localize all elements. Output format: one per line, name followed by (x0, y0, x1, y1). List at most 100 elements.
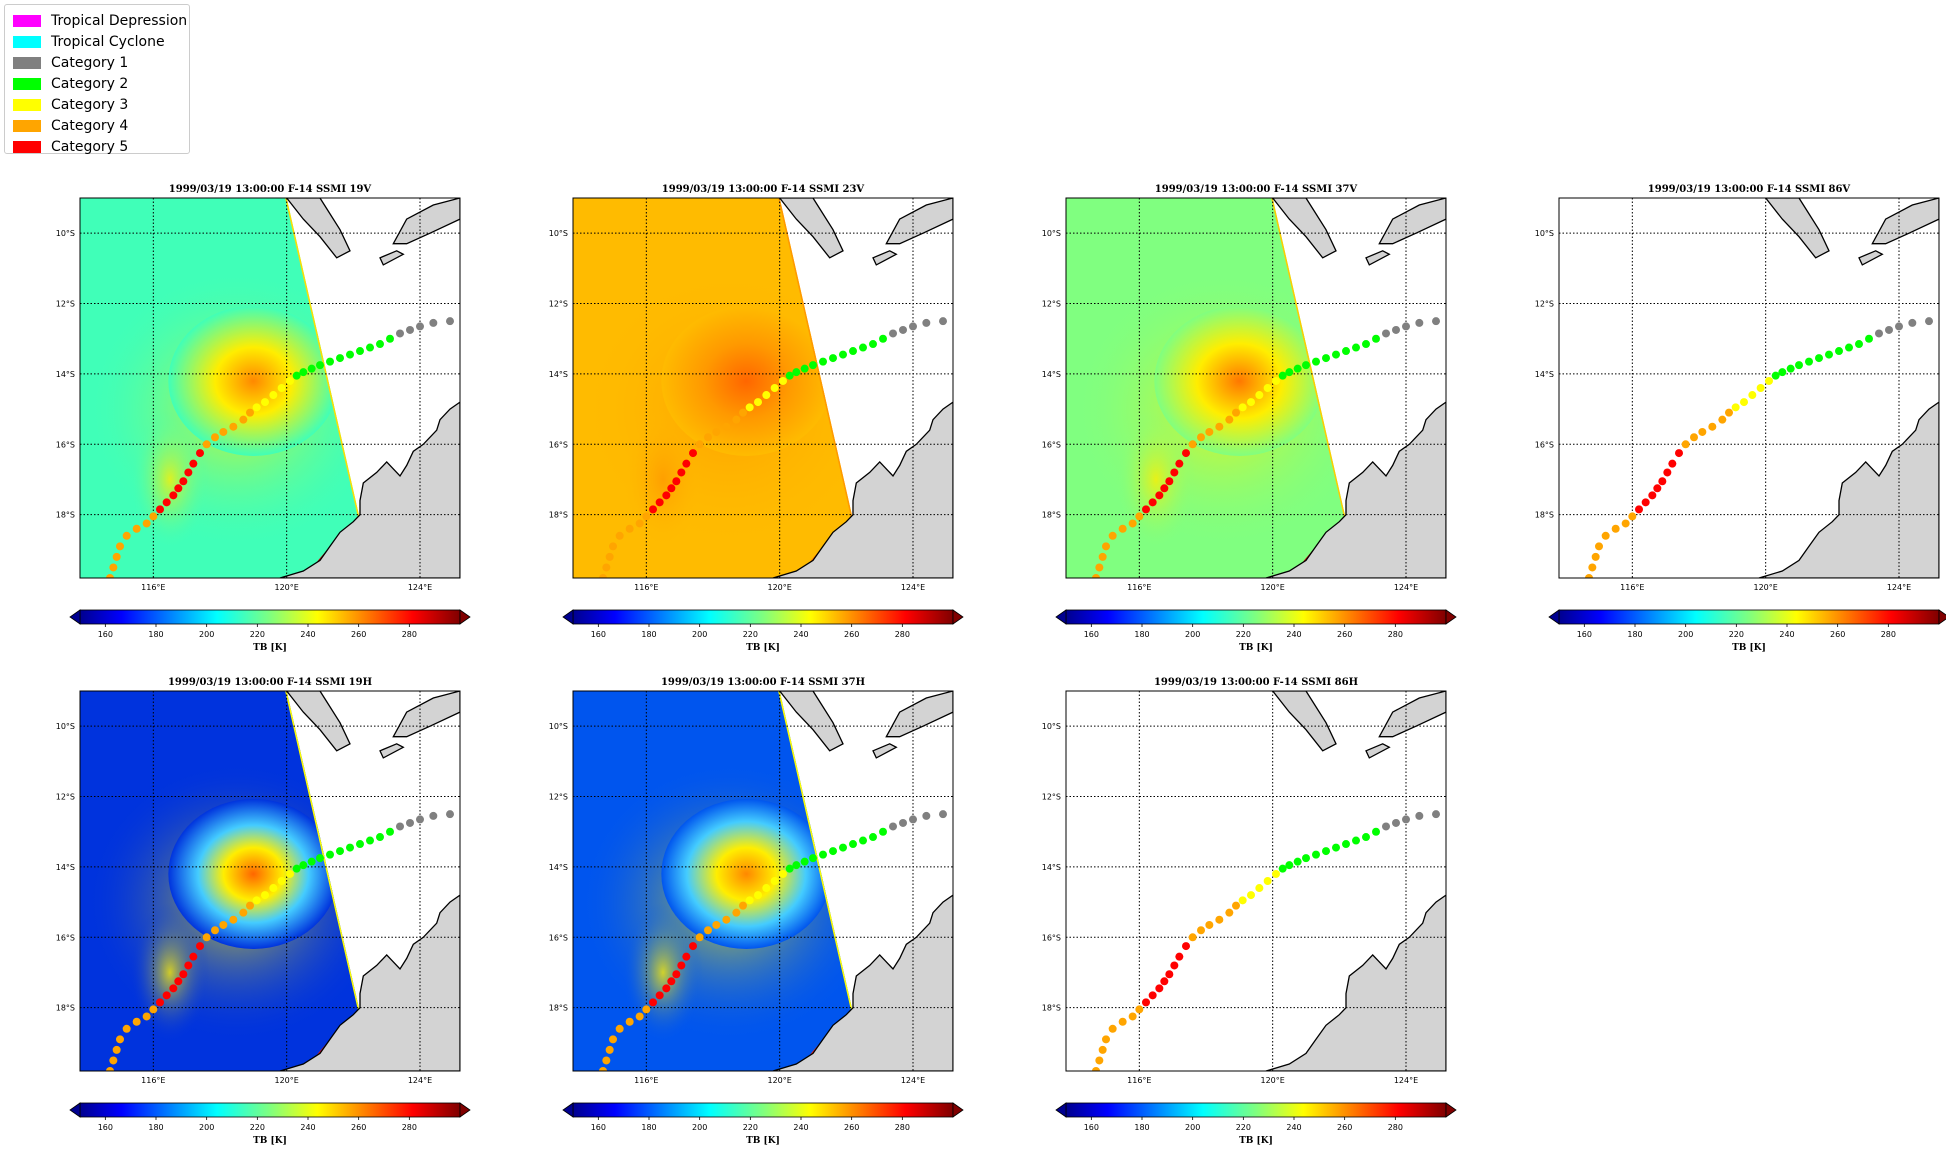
land (772, 401, 953, 578)
colorbar-tick-label: 260 (1337, 1123, 1352, 1132)
track-point (292, 371, 301, 380)
track-point (1278, 864, 1287, 873)
colorbar-tick-label: 260 (1337, 630, 1352, 639)
track-point (239, 415, 248, 424)
map-frame (79, 197, 461, 579)
legend-swatch (13, 120, 41, 132)
track-point (1648, 491, 1657, 500)
track-point (429, 318, 438, 327)
track-point (1102, 1035, 1110, 1044)
track-point (599, 1067, 607, 1071)
track-point (829, 354, 837, 363)
legend-swatch (13, 78, 41, 90)
track-point (149, 1005, 158, 1014)
colorbar (1065, 609, 1447, 625)
track-point (829, 847, 837, 856)
colorbar-tick-label: 180 (1134, 1123, 1149, 1132)
track-point (722, 422, 731, 431)
colorbar (1558, 609, 1940, 625)
lat-tick-label: 12°S (1042, 793, 1061, 802)
track-point (116, 1035, 124, 1044)
colorbar-extend-high (459, 1102, 471, 1118)
storm-core (661, 798, 832, 949)
track-point (1675, 449, 1683, 458)
track-point (109, 1056, 118, 1065)
colorbar-tick-label: 280 (1881, 630, 1896, 639)
track-point (132, 1017, 141, 1026)
track-point (196, 449, 204, 458)
lon-tick-label: 124°E (408, 1076, 432, 1085)
track-point (1272, 376, 1280, 385)
track-point (1160, 484, 1169, 493)
lat-tick-label: 16°S (56, 440, 75, 449)
lat-tick-label: 10°S (1042, 229, 1061, 238)
track-point (615, 1024, 624, 1033)
track-point (346, 843, 354, 852)
track-point (1263, 384, 1272, 392)
track-point (1322, 847, 1330, 856)
track-point (1092, 1067, 1100, 1071)
lon-tick-label: 116°E (634, 1076, 658, 1085)
colorbar-tick-label: 240 (793, 1123, 808, 1132)
colorbar-label: TB [K] (746, 1136, 780, 1146)
track-point (1102, 542, 1110, 551)
lat-tick-label: 16°S (549, 933, 568, 942)
track-point (809, 854, 817, 863)
legend-label: Category 5 (51, 139, 129, 155)
track-point (1786, 364, 1795, 373)
track-point (655, 991, 664, 1000)
storm-core (168, 798, 339, 949)
track-point (689, 449, 697, 458)
track-point (745, 403, 754, 412)
track-point (446, 317, 454, 326)
legend-item-category-3: Category 3 (13, 95, 128, 115)
track-point (779, 869, 787, 878)
track-point (859, 343, 867, 352)
colorbar-extend-low (1055, 609, 1067, 625)
track-point (336, 847, 344, 856)
lat-tick-label: 14°S (1535, 370, 1554, 379)
track-point (1588, 563, 1597, 572)
land (1265, 894, 1446, 1071)
lat-tick-label: 10°S (56, 229, 75, 238)
lat-tick-label: 14°S (549, 370, 568, 379)
track-point (695, 933, 704, 942)
colorbar-tick-label: 220 (250, 630, 265, 639)
track-point (1188, 933, 1197, 942)
track-point (609, 1035, 617, 1044)
land (872, 743, 898, 759)
track-point (202, 440, 211, 449)
track-point (1382, 329, 1390, 338)
panel-title: 1999/03/19 13:00:00 F-14 SSMI 86V (1648, 184, 1851, 195)
track-point (1875, 329, 1883, 338)
track-point (739, 901, 747, 910)
panel-title: 1999/03/19 13:00:00 F-14 SSMI 23V (662, 184, 865, 195)
lon-tick-label: 124°E (901, 583, 925, 592)
colorbar (572, 1102, 954, 1118)
track-point (1835, 347, 1843, 356)
track-point (1765, 376, 1773, 385)
track-point (1611, 524, 1620, 533)
track-point (1312, 850, 1320, 859)
track-point (1658, 477, 1667, 486)
track-point (1182, 942, 1190, 951)
track-point (655, 498, 664, 507)
track-point (252, 403, 261, 412)
track-point (106, 1067, 114, 1071)
track-point (169, 491, 178, 500)
track-point (106, 574, 114, 578)
track-point (179, 970, 188, 979)
legend-item-category-5: Category 5 (13, 137, 128, 157)
legend-label: Tropical Depression (51, 13, 188, 29)
track-point (732, 908, 741, 917)
track-point (252, 896, 261, 905)
track-point (1392, 325, 1400, 334)
track-point (386, 827, 394, 836)
track-point (649, 505, 657, 514)
lat-tick-label: 12°S (1042, 300, 1061, 309)
rainband (130, 902, 210, 1043)
track-point (1621, 519, 1630, 528)
track-point (1302, 361, 1310, 370)
track-point (326, 357, 334, 366)
colorbar-label: TB [K] (746, 643, 780, 653)
